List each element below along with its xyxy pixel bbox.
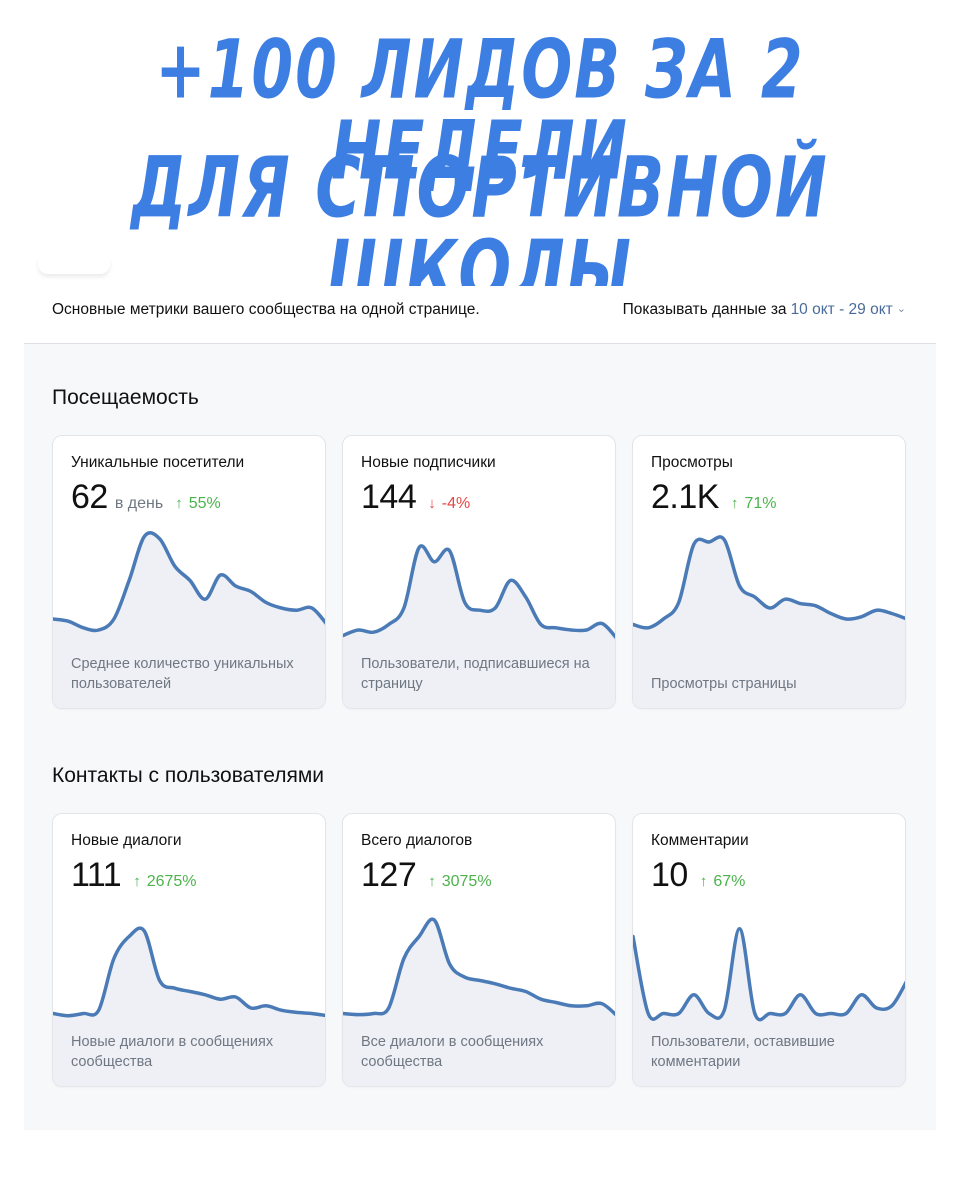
metric-value: 62 (71, 478, 108, 516)
stats-panel: Посещаемость Контакты с пользователями У… (24, 344, 936, 1130)
metric-card[interactable]: Всего диалогов 127 ↑ 3075% Все диалоги в соо… (342, 813, 616, 1087)
period-label: Показывать данные за (622, 301, 787, 318)
metric-delta-value: 71% (744, 495, 777, 512)
metric-delta: ↑ 67% (700, 873, 746, 891)
metric-value-row: 127 ↑ 3075% (361, 856, 492, 896)
sparkline-line (633, 535, 905, 630)
metric-delta-value: 3075% (441, 873, 492, 890)
metric-delta-value: 55% (188, 495, 221, 512)
metric-delta: ↑ 3075% (428, 873, 491, 891)
metric-description: Новые диалоги в сообщениях сообщества (71, 1034, 274, 1070)
metric-title: Всего диалогов (361, 832, 473, 849)
period-selector[interactable]: Показывать данные за 10 окт - 29 окт ⌄ (623, 301, 906, 319)
metric-value-row: 111 ↑ 2675% (71, 856, 197, 896)
arrow-up-icon: ↑ (730, 495, 739, 512)
metric-delta-value: 2675% (146, 873, 197, 890)
arrow-up-icon: ↑ (133, 873, 141, 890)
metric-card[interactable]: Новые подписчики 144 ↓ -4% Пользователи, под… (342, 435, 616, 709)
metric-delta: ↓ -4% (428, 495, 470, 513)
arrow-down-icon: ↓ (428, 495, 436, 512)
sparkline-line (633, 927, 905, 1022)
period-range[interactable]: 10 окт - 29 окт (790, 301, 893, 318)
metric-description: Пользователи, оставившие комментарии (651, 1034, 835, 1070)
metric-delta-value: 67% (713, 873, 746, 890)
section-title-attendance: Посещаемость (52, 386, 199, 409)
sparkline-chart (343, 917, 615, 1086)
metric-value-row: 2.1K ↑ 71% (651, 478, 776, 518)
metric-title: Просмотры (651, 454, 733, 471)
tab-stub (38, 258, 110, 274)
metric-value: 127 (361, 856, 417, 894)
sparkline-line (343, 544, 615, 640)
metric-title: Комментарии (651, 832, 749, 849)
metric-title: Новые диалоги (71, 832, 182, 849)
stats-description: Основные метрики вашего сообщества на од… (52, 301, 480, 318)
sparkline-area (633, 928, 905, 1086)
metric-unit: в день (114, 495, 164, 512)
sparkline-area (633, 536, 905, 708)
sparkline-line (53, 926, 325, 1018)
arrow-up-icon: ↑ (175, 495, 183, 512)
stats-header: Основные метрики вашего сообщества на од… (24, 286, 936, 344)
sparkline-line (53, 531, 325, 633)
metric-title: Уникальные посетители (71, 454, 245, 471)
metric-card[interactable]: Новые диалоги 111 ↑ 2675% Новые диалоги в со… (52, 813, 326, 1087)
metric-delta: ↑ 55% (175, 495, 221, 513)
sparkline-chart (633, 535, 905, 708)
sparkline-area (53, 928, 325, 1086)
sparkline-area (343, 919, 615, 1086)
metric-value: 10 (651, 856, 688, 894)
sparkline-chart (343, 544, 615, 708)
arrow-up-icon: ↑ (699, 873, 708, 890)
sparkline-area (53, 532, 325, 708)
metric-value: 144 (361, 478, 417, 516)
metric-description: Просмотры страницы (651, 676, 797, 692)
metric-value-row: 144 ↓ -4% (361, 478, 470, 518)
metric-card[interactable]: Просмотры 2.1K ↑ 71% Просмотры страницы (632, 435, 906, 709)
sparkline-chart (53, 531, 325, 708)
arrow-up-icon: ↑ (428, 873, 436, 890)
metric-description: Среднее количество уникальных пользовате… (71, 656, 294, 692)
sparkline-line (343, 917, 615, 1017)
metric-title: Новые подписчики (361, 454, 496, 471)
promo-headline-line1: +100 ЛИДОВ ЗА 2 НЕДЕЛИ (155, 23, 805, 199)
sparkline-chart (633, 927, 905, 1086)
metric-description: Пользователи, подписавшиеся на страницу (361, 656, 590, 692)
sparkline-chart (53, 926, 325, 1086)
metric-delta-value: -4% (441, 495, 471, 512)
metric-value: 111 (71, 856, 122, 894)
metric-value: 2.1K (651, 478, 719, 516)
metric-card[interactable]: Уникальные посетители 62 в день ↑ 55% Среднее… (52, 435, 326, 709)
metric-delta: ↑ 2675% (133, 873, 196, 891)
metric-card[interactable]: Комментарии 10 ↑ 67% Пользователи, оставивши… (632, 813, 906, 1087)
metric-description: Все диалоги в сообщениях сообщества (361, 1034, 544, 1070)
section-title-contacts: Контакты с пользователями (52, 764, 325, 787)
promo-headline: +100 ЛИДОВ ЗА 2 НЕДЕЛИ ДЛЯ СПОРТИВНОЙ ШК… (0, 30, 960, 314)
metric-value-row: 10 ↑ 67% (651, 856, 745, 896)
chevron-down-icon[interactable]: ⌄ (896, 303, 906, 315)
metric-delta: ↑ 71% (731, 495, 777, 513)
metric-value-row: 62 в день ↑ 55% (71, 478, 221, 518)
promo-headline-line2: ДЛЯ СПОРТИВНОЙ ШКОЛЫ (131, 138, 829, 321)
